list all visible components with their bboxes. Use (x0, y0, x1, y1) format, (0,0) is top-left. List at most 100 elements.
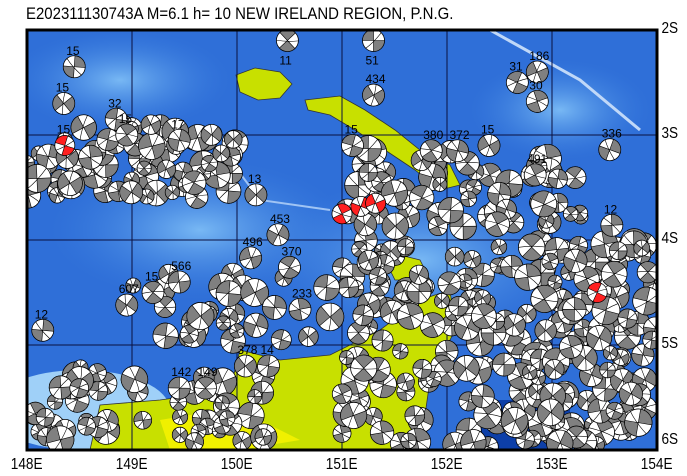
focal-mechanism-beachball (522, 364, 538, 380)
focal-mechanism-beachball (200, 155, 218, 173)
depth-label: 31 (509, 60, 523, 74)
focal-mechanism-beachball (600, 260, 628, 288)
depth-label: 15 (145, 270, 159, 284)
focal-mechanism-beachball (358, 162, 378, 182)
depth-label: 233 (292, 286, 312, 300)
depth-label: 15 (119, 112, 133, 126)
focal-mechanism-beachball (500, 406, 529, 435)
focal-mechanism-beachball (70, 114, 97, 141)
focal-mechanism-beachball (437, 197, 464, 224)
event-beachball (167, 128, 191, 152)
latitude-label: 4S (661, 230, 679, 247)
focal-mechanism-beachball (46, 425, 75, 450)
depth-label: 17 (171, 117, 185, 131)
event-beachball (505, 71, 529, 94)
depth-label: 372 (450, 128, 470, 142)
latitude-label: 6S (661, 431, 679, 448)
focal-mechanism-beachball (140, 114, 162, 135)
focal-mechanism-beachball (156, 159, 177, 179)
map-title: E202311130743A M=6.1 h= 10 NEW IRELAND R… (26, 4, 454, 23)
focal-mechanism-beachball (530, 370, 546, 386)
focal-mechanism-beachball (536, 398, 565, 427)
focal-mechanism-beachball (490, 238, 508, 256)
focal-mechanism-beachball (350, 354, 378, 382)
focal-mechanism-beachball (340, 401, 368, 429)
focal-mechanism-beachball (437, 271, 462, 296)
focal-mechanism-beachball (530, 284, 559, 313)
event-beachball (477, 134, 501, 157)
focal-mechanism-beachball (224, 130, 243, 149)
focal-mechanism-beachball (186, 302, 215, 331)
focal-mechanism-beachball (164, 184, 180, 200)
latitude-label: 3S (661, 125, 679, 142)
focal-mechanism-beachball (119, 180, 144, 205)
event-beachball (362, 83, 385, 107)
focal-mechanism-beachball (587, 398, 613, 424)
focal-mechanism-beachball (631, 343, 655, 367)
map-base (27, 30, 657, 450)
focal-mechanism-beachball (298, 326, 319, 347)
focal-mechanism-beachball (492, 352, 516, 377)
focal-mechanism-beachball (460, 190, 477, 208)
depth-label: 15 (56, 81, 70, 95)
focal-mechanism-beachball (215, 315, 231, 331)
focal-mechanism-beachball (184, 432, 204, 450)
event-beachball (278, 255, 301, 279)
focal-mechanism-beachball (69, 378, 90, 398)
focal-mechanism-beachball (368, 266, 387, 286)
focal-mechanism-beachball (559, 335, 583, 359)
map-frame (25, 28, 659, 452)
focal-mechanism-beachball (547, 168, 568, 189)
focal-mechanism-beachball (406, 279, 432, 304)
focal-mechanism-beachball (409, 184, 435, 211)
focal-mechanism-beachball (632, 286, 657, 316)
focal-mechanism-beachball (618, 381, 643, 406)
focal-mechanism-beachball (404, 405, 426, 426)
focal-mechanism-beachball (381, 212, 409, 240)
focal-mechanism-beachball (428, 216, 448, 236)
depth-label: 149 (198, 365, 218, 379)
depth-label: 11 (279, 54, 292, 68)
focal-mechanism-beachball (530, 190, 558, 218)
focal-mechanism-beachball (412, 358, 433, 379)
focal-mechanism-beachball (380, 179, 408, 207)
focal-mechanism-beachball (470, 384, 495, 409)
focal-mechanism-beachball (471, 303, 497, 329)
new-hanover-island (235, 67, 293, 101)
focal-mechanism-beachball (448, 296, 469, 317)
focal-mechanism-beachball (484, 211, 510, 237)
focal-mechanism-beachball (229, 323, 245, 339)
focal-mechanism-beachball (120, 365, 149, 393)
focal-mechanism-beachball (243, 312, 269, 338)
focal-mechanism-beachball (352, 304, 374, 326)
depth-label: 380 (423, 128, 443, 142)
event-beachball (419, 139, 443, 163)
depth-label: 15 (481, 123, 495, 137)
depth-label: 434 (366, 72, 386, 86)
focal-mechanism-beachball (419, 312, 446, 338)
focal-mechanism-beachball (586, 325, 613, 352)
focal-mechanism-beachball (181, 170, 207, 195)
event-beachball (141, 281, 165, 304)
main-event-beachball (365, 192, 387, 214)
focal-mechanism-beachball (396, 372, 415, 391)
focal-mechanism-beachball (138, 132, 166, 160)
depth-label: 15 (66, 44, 80, 58)
event-beachball (52, 92, 76, 115)
focal-mechanism-beachball (313, 274, 340, 301)
focal-mechanism-beachball (392, 343, 409, 360)
event-beachball (525, 60, 549, 84)
focal-mechanism-beachball (200, 124, 223, 146)
focal-mechanism-beachball (77, 416, 96, 436)
focal-mechanism-beachball (219, 410, 236, 427)
depth-label: 607 (119, 282, 139, 296)
event-beachball (600, 213, 624, 237)
depth-labels: 51 11 15 15 32 15 17 434 15 491 336 186 31 30 453 496 37… (35, 44, 622, 379)
focal-mechanism-beachball (636, 261, 657, 284)
labeled-focal-mechanisms (31, 30, 624, 400)
focal-mechanism-beachball (633, 239, 651, 257)
longitude-label: 154E (640, 456, 673, 473)
focal-mechanism-beachball (434, 292, 450, 309)
